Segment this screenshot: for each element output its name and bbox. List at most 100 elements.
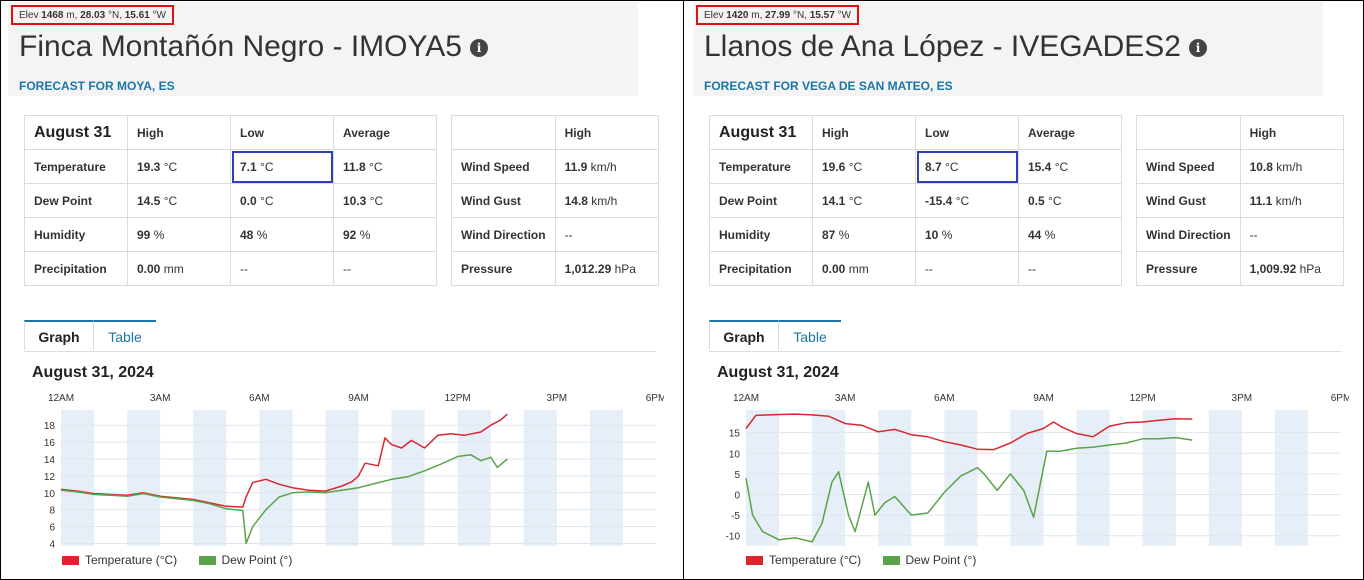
y-tick-label: 4: [49, 539, 55, 550]
summary-date: August 31: [709, 115, 813, 150]
x-tick-label: 3AM: [150, 393, 171, 404]
humidity-low: 10 %: [915, 217, 1019, 252]
x-tick-label: 9AM: [1033, 393, 1054, 404]
temperature-dewpoint-chart: -10 -5 0 5 10 15 12AM 3AM 6AM 9AM 12PM 3PM 6PM: [726, 393, 1349, 546]
dewpoint-swatch: [882, 556, 900, 566]
station-panel-1: Elev 1468 m, 28.03 °N, 15.61 °W Finca Mo…: [8, 2, 664, 567]
tab-graph[interactable]: Graph: [24, 320, 94, 350]
y-tick-label: 0: [734, 490, 740, 501]
wind-pressure-table: High Wind Speed 11.9 km/h Wind Gust 14.8…: [451, 115, 659, 286]
precip-low: --: [230, 251, 334, 286]
temperature-swatch: [746, 556, 763, 566]
row-label: Wind Speed: [1136, 149, 1241, 184]
elev-unit: m,: [66, 10, 81, 21]
x-tick-label: 6AM: [934, 393, 955, 404]
row-label: Temperature: [709, 149, 813, 184]
x-tick-label: 6PM: [1331, 393, 1349, 404]
legend-temperature[interactable]: Temperature (°C): [746, 553, 861, 567]
row-label: Humidity: [709, 217, 813, 252]
wind-gust-value: 11.1 km/h: [1239, 183, 1344, 218]
elevation-coordinates: Elev 1468 m, 28.03 °N, 15.61 °W: [11, 5, 174, 25]
hour-band: [589, 410, 623, 546]
temperature-line[interactable]: [745, 413, 1193, 451]
col-high: High: [127, 115, 231, 150]
tab-graph[interactable]: Graph: [709, 320, 779, 350]
wind-direction-value: --: [1239, 217, 1344, 252]
longitude-unit: °W: [152, 10, 166, 21]
elevation-coordinates: Elev 1420 m, 27.99 °N, 15.57 °W: [696, 5, 859, 25]
longitude-unit: °W: [837, 10, 851, 21]
y-tick-label: -10: [726, 532, 741, 543]
row-label: Pressure: [451, 251, 556, 286]
humidity-high: 87 %: [812, 217, 916, 252]
y-tick-label: 12: [44, 472, 56, 483]
wind-speed-value: 11.9 km/h: [554, 149, 659, 184]
precip-average: --: [333, 251, 437, 286]
temperature-average: 11.8 °C: [333, 149, 437, 184]
y-tick-label: 14: [44, 455, 56, 466]
col-low: Low: [230, 115, 334, 150]
hour-band: [1274, 410, 1308, 546]
row-label: Wind Direction: [451, 217, 556, 252]
chart-legend: Temperature (°C) Dew Point (°): [746, 553, 994, 567]
pressure-value: 1,012.29 hPa: [554, 251, 659, 286]
precip-high: 0.00 mm: [812, 251, 916, 286]
row-label: Wind Gust: [451, 183, 556, 218]
dewpoint-line[interactable]: [60, 454, 508, 545]
forecast-link[interactable]: FORECAST FOR VEGA DE SAN MATEO, ES: [704, 79, 953, 93]
dewpoint-low: -15.4 °C: [915, 183, 1019, 218]
elev-label: Elev: [19, 10, 39, 21]
humidity-average: 92 %: [333, 217, 437, 252]
row-label: Wind Direction: [1136, 217, 1241, 252]
hour-band: [1142, 410, 1176, 546]
longitude-value: 15.57: [809, 10, 835, 21]
info-icon[interactable]: i: [469, 39, 488, 58]
x-tick-label: 12AM: [48, 393, 74, 404]
hour-band: [193, 410, 227, 546]
humidity-average: 44 %: [1018, 217, 1122, 252]
hour-band: [127, 410, 161, 546]
legend-dew-point[interactable]: Dew Point (°): [882, 553, 976, 567]
precip-low: --: [915, 251, 1019, 286]
y-tick-label: -5: [731, 511, 740, 522]
hour-band: [944, 410, 978, 546]
precip-high: 0.00 mm: [127, 251, 231, 286]
info-icon[interactable]: i: [1188, 39, 1207, 58]
tab-table[interactable]: Table: [94, 320, 156, 350]
elev-value: 1468: [41, 10, 64, 21]
blank-header: [451, 115, 556, 150]
tab-table[interactable]: Table: [779, 320, 841, 350]
col-average: Average: [333, 115, 437, 150]
station-title: Llanos de Ana López - IVEGADES2 i: [704, 30, 1207, 64]
x-tick-label: 3AM: [835, 393, 856, 404]
temperature-high: 19.3 °C: [127, 149, 231, 184]
wind-speed-value: 10.8 km/h: [1239, 149, 1344, 184]
wind-direction-value: --: [554, 217, 659, 252]
row-label: Humidity: [24, 217, 128, 252]
temperature-line[interactable]: [60, 413, 508, 508]
hour-band: [325, 410, 359, 546]
forecast-link[interactable]: FORECAST FOR MOYA, ES: [19, 79, 175, 93]
hour-band: [259, 410, 293, 546]
graph-date: August 31, 2024: [32, 364, 154, 381]
blank-header: [1136, 115, 1241, 150]
y-tick-label: 6: [49, 523, 55, 534]
col-low: Low: [915, 115, 1019, 150]
legend-temperature[interactable]: Temperature (°C): [62, 553, 177, 567]
latitude-unit: °N,: [792, 10, 810, 21]
x-tick-label: 6PM: [646, 393, 664, 404]
legend-dew-point[interactable]: Dew Point (°): [198, 553, 292, 567]
dewpoint-average: 0.5 °C: [1018, 183, 1122, 218]
row-label: Pressure: [1136, 251, 1241, 286]
elev-label: Elev: [704, 10, 724, 21]
x-tick-label: 12PM: [445, 393, 471, 404]
dewpoint-line[interactable]: [745, 436, 1193, 543]
latitude-value: 27.99: [765, 10, 791, 21]
hour-band: [523, 410, 557, 546]
humidity-low: 48 %: [230, 217, 334, 252]
graph-date: August 31, 2024: [717, 364, 839, 381]
col-average: Average: [1018, 115, 1122, 150]
col-high: High: [812, 115, 916, 150]
humidity-high: 99 %: [127, 217, 231, 252]
hour-band: [61, 410, 95, 546]
